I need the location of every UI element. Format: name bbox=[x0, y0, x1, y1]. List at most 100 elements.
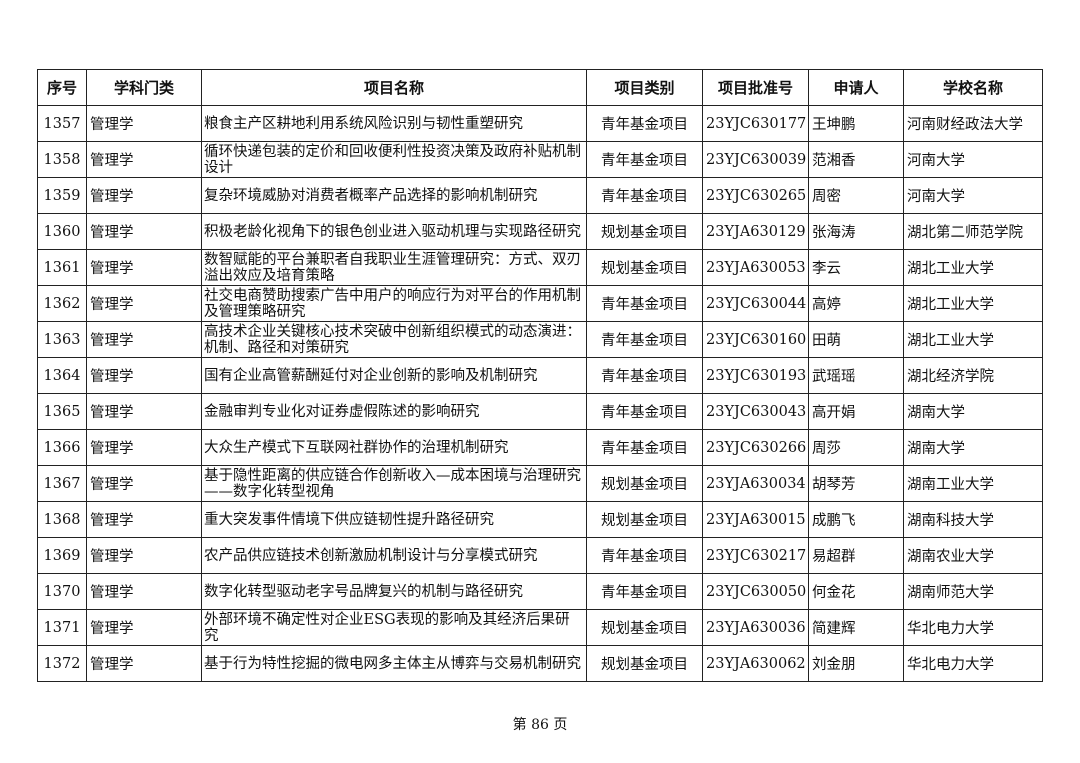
cell-project-type: 青年基金项目 bbox=[586, 141, 703, 178]
cell-applicant: 周莎 bbox=[808, 429, 904, 466]
cell-applicant: 张海涛 bbox=[808, 213, 904, 250]
cell-school: 湖南师范大学 bbox=[903, 573, 1043, 610]
table-row: 1365 管理学 金融审判专业化对证券虚假陈述的影响研究 青年基金项目 23YJC630… bbox=[37, 393, 1043, 430]
cell-project-type: 规划基金项目 bbox=[586, 465, 703, 502]
cell-discipline: 管理学 bbox=[86, 501, 202, 538]
cell-approval-no: 23YJC630193 bbox=[702, 357, 809, 394]
cell-applicant: 易超群 bbox=[808, 537, 904, 574]
cell-approval-no: 23YJA630129 bbox=[702, 213, 809, 250]
cell-project-name: 粮食主产区耕地利用系统风险识别与韧性重塑研究 bbox=[201, 105, 587, 142]
table-row: 1372 管理学 基于行为特性挖掘的微电网多主体主从博弈与交易机制研究 规划基金项目 2… bbox=[37, 645, 1043, 682]
table-row: 1359 管理学 复杂环境威胁对消费者概率产品选择的影响机制研究 青年基金项目 23YJ… bbox=[37, 177, 1043, 214]
cell-discipline: 管理学 bbox=[86, 465, 202, 502]
cell-project-name: 农产品供应链技术创新激励机制设计与分享模式研究 bbox=[201, 537, 587, 574]
cell-school: 河南大学 bbox=[903, 177, 1043, 214]
cell-applicant: 胡琴芳 bbox=[808, 465, 904, 502]
cell-approval-no: 23YJA630062 bbox=[702, 645, 809, 682]
cell-seq: 1371 bbox=[37, 609, 87, 646]
cell-school: 湖南农业大学 bbox=[903, 537, 1043, 574]
cell-discipline: 管理学 bbox=[86, 393, 202, 430]
cell-project-name: 高技术企业关键核心技术突破中创新组织模式的动态演进：机制、路径和对策研究 bbox=[201, 321, 587, 358]
cell-seq: 1365 bbox=[37, 393, 87, 430]
cell-approval-no: 23YJC630050 bbox=[702, 573, 809, 610]
cell-project-name: 金融审判专业化对证券虚假陈述的影响研究 bbox=[201, 393, 587, 430]
cell-school: 河南大学 bbox=[903, 141, 1043, 178]
cell-applicant: 简建辉 bbox=[808, 609, 904, 646]
cell-seq: 1369 bbox=[37, 537, 87, 574]
cell-project-name: 大众生产模式下互联网社群协作的治理机制研究 bbox=[201, 429, 587, 466]
header-approval-no: 项目批准号 bbox=[702, 69, 809, 106]
cell-approval-no: 23YJC630043 bbox=[702, 393, 809, 430]
cell-discipline: 管理学 bbox=[86, 645, 202, 682]
header-project-name: 项目名称 bbox=[201, 69, 587, 106]
table-row: 1368 管理学 重大突发事件情境下供应链韧性提升路径研究 规划基金项目 23YJA63… bbox=[37, 501, 1043, 538]
cell-project-name: 外部环境不确定性对企业ESG表现的影响及其经济后果研究 bbox=[201, 609, 587, 646]
cell-discipline: 管理学 bbox=[86, 285, 202, 322]
table-row: 1369 管理学 农产品供应链技术创新激励机制设计与分享模式研究 青年基金项目 23YJ… bbox=[37, 537, 1043, 574]
cell-approval-no: 23YJC630217 bbox=[702, 537, 809, 574]
table-row: 1371 管理学 外部环境不确定性对企业ESG表现的影响及其经济后果研究 规划基金项目… bbox=[37, 609, 1043, 646]
cell-school: 湖北工业大学 bbox=[903, 249, 1043, 286]
cell-applicant: 范湘香 bbox=[808, 141, 904, 178]
table-header-row: 序号 学科门类 项目名称 项目类别 项目批准号 申请人 学校名称 bbox=[37, 69, 1043, 106]
cell-school: 河南财经政法大学 bbox=[903, 105, 1043, 142]
cell-approval-no: 23YJA630053 bbox=[702, 249, 809, 286]
cell-approval-no: 23YJA630034 bbox=[702, 465, 809, 502]
cell-seq: 1361 bbox=[37, 249, 87, 286]
cell-project-name: 积极老龄化视角下的银色创业进入驱动机理与实现路径研究 bbox=[201, 213, 587, 250]
cell-seq: 1370 bbox=[37, 573, 87, 610]
cell-applicant: 何金花 bbox=[808, 573, 904, 610]
cell-project-name: 数智赋能的平台兼职者自我职业生涯管理研究：方式、双刃溢出效应及培育策略 bbox=[201, 249, 587, 286]
table-row: 1367 管理学 基于隐性距离的供应链合作创新收入—成本困境与治理研究——数字化转型… bbox=[37, 465, 1043, 502]
cell-seq: 1363 bbox=[37, 321, 87, 358]
header-seq: 序号 bbox=[37, 69, 87, 106]
cell-discipline: 管理学 bbox=[86, 609, 202, 646]
page-number: 第 86 页 bbox=[512, 717, 568, 733]
cell-approval-no: 23YJA630036 bbox=[702, 609, 809, 646]
cell-project-type: 规划基金项目 bbox=[586, 609, 703, 646]
cell-discipline: 管理学 bbox=[86, 213, 202, 250]
cell-discipline: 管理学 bbox=[86, 429, 202, 466]
cell-applicant: 武瑶瑶 bbox=[808, 357, 904, 394]
cell-project-name: 基于行为特性挖掘的微电网多主体主从博弈与交易机制研究 bbox=[201, 645, 587, 682]
header-school: 学校名称 bbox=[903, 69, 1043, 106]
cell-applicant: 刘金朋 bbox=[808, 645, 904, 682]
cell-school: 湖南科技大学 bbox=[903, 501, 1043, 538]
cell-project-type: 青年基金项目 bbox=[586, 285, 703, 322]
cell-project-name: 国有企业高管薪酬延付对企业创新的影响及机制研究 bbox=[201, 357, 587, 394]
cell-project-type: 青年基金项目 bbox=[586, 537, 703, 574]
cell-discipline: 管理学 bbox=[86, 321, 202, 358]
cell-approval-no: 23YJC630265 bbox=[702, 177, 809, 214]
cell-project-name: 基于隐性距离的供应链合作创新收入—成本困境与治理研究——数字化转型视角 bbox=[201, 465, 587, 502]
table-row: 1363 管理学 高技术企业关键核心技术突破中创新组织模式的动态演进：机制、路径和对… bbox=[37, 321, 1043, 358]
cell-applicant: 周密 bbox=[808, 177, 904, 214]
cell-seq: 1359 bbox=[37, 177, 87, 214]
table-row: 1370 管理学 数字化转型驱动老字号品牌复兴的机制与路径研究 青年基金项目 23YJC… bbox=[37, 573, 1043, 610]
cell-project-name: 重大突发事件情境下供应链韧性提升路径研究 bbox=[201, 501, 587, 538]
cell-seq: 1366 bbox=[37, 429, 87, 466]
cell-project-type: 规划基金项目 bbox=[586, 249, 703, 286]
cell-applicant: 高婷 bbox=[808, 285, 904, 322]
cell-project-type: 青年基金项目 bbox=[586, 177, 703, 214]
cell-discipline: 管理学 bbox=[86, 357, 202, 394]
cell-approval-no: 23YJC630177 bbox=[702, 105, 809, 142]
cell-project-name: 社交电商赞助搜索广告中用户的响应行为对平台的作用机制及管理策略研究 bbox=[201, 285, 587, 322]
cell-applicant: 王坤鹏 bbox=[808, 105, 904, 142]
table-row: 1357 管理学 粮食主产区耕地利用系统风险识别与韧性重塑研究 青年基金项目 23YJC… bbox=[37, 105, 1043, 142]
cell-school: 湖北工业大学 bbox=[903, 321, 1043, 358]
table-row: 1362 管理学 社交电商赞助搜索广告中用户的响应行为对平台的作用机制及管理策略研究… bbox=[37, 285, 1043, 322]
cell-approval-no: 23YJC630044 bbox=[702, 285, 809, 322]
cell-discipline: 管理学 bbox=[86, 141, 202, 178]
cell-project-type: 青年基金项目 bbox=[586, 105, 703, 142]
cell-project-type: 青年基金项目 bbox=[586, 429, 703, 466]
cell-seq: 1368 bbox=[37, 501, 87, 538]
cell-discipline: 管理学 bbox=[86, 105, 202, 142]
cell-project-name: 循环快递包装的定价和回收便利性投资决策及政府补贴机制设计 bbox=[201, 141, 587, 178]
cell-school: 湖南大学 bbox=[903, 429, 1043, 466]
cell-school: 华北电力大学 bbox=[903, 609, 1043, 646]
cell-project-type: 规划基金项目 bbox=[586, 501, 703, 538]
cell-project-type: 青年基金项目 bbox=[586, 573, 703, 610]
project-table: 序号 学科门类 项目名称 项目类别 项目批准号 申请人 学校名称 1357 管理学 粮食主产区耕… bbox=[37, 69, 1043, 682]
cell-school: 湖北第二师范学院 bbox=[903, 213, 1043, 250]
cell-school: 湖南工业大学 bbox=[903, 465, 1043, 502]
